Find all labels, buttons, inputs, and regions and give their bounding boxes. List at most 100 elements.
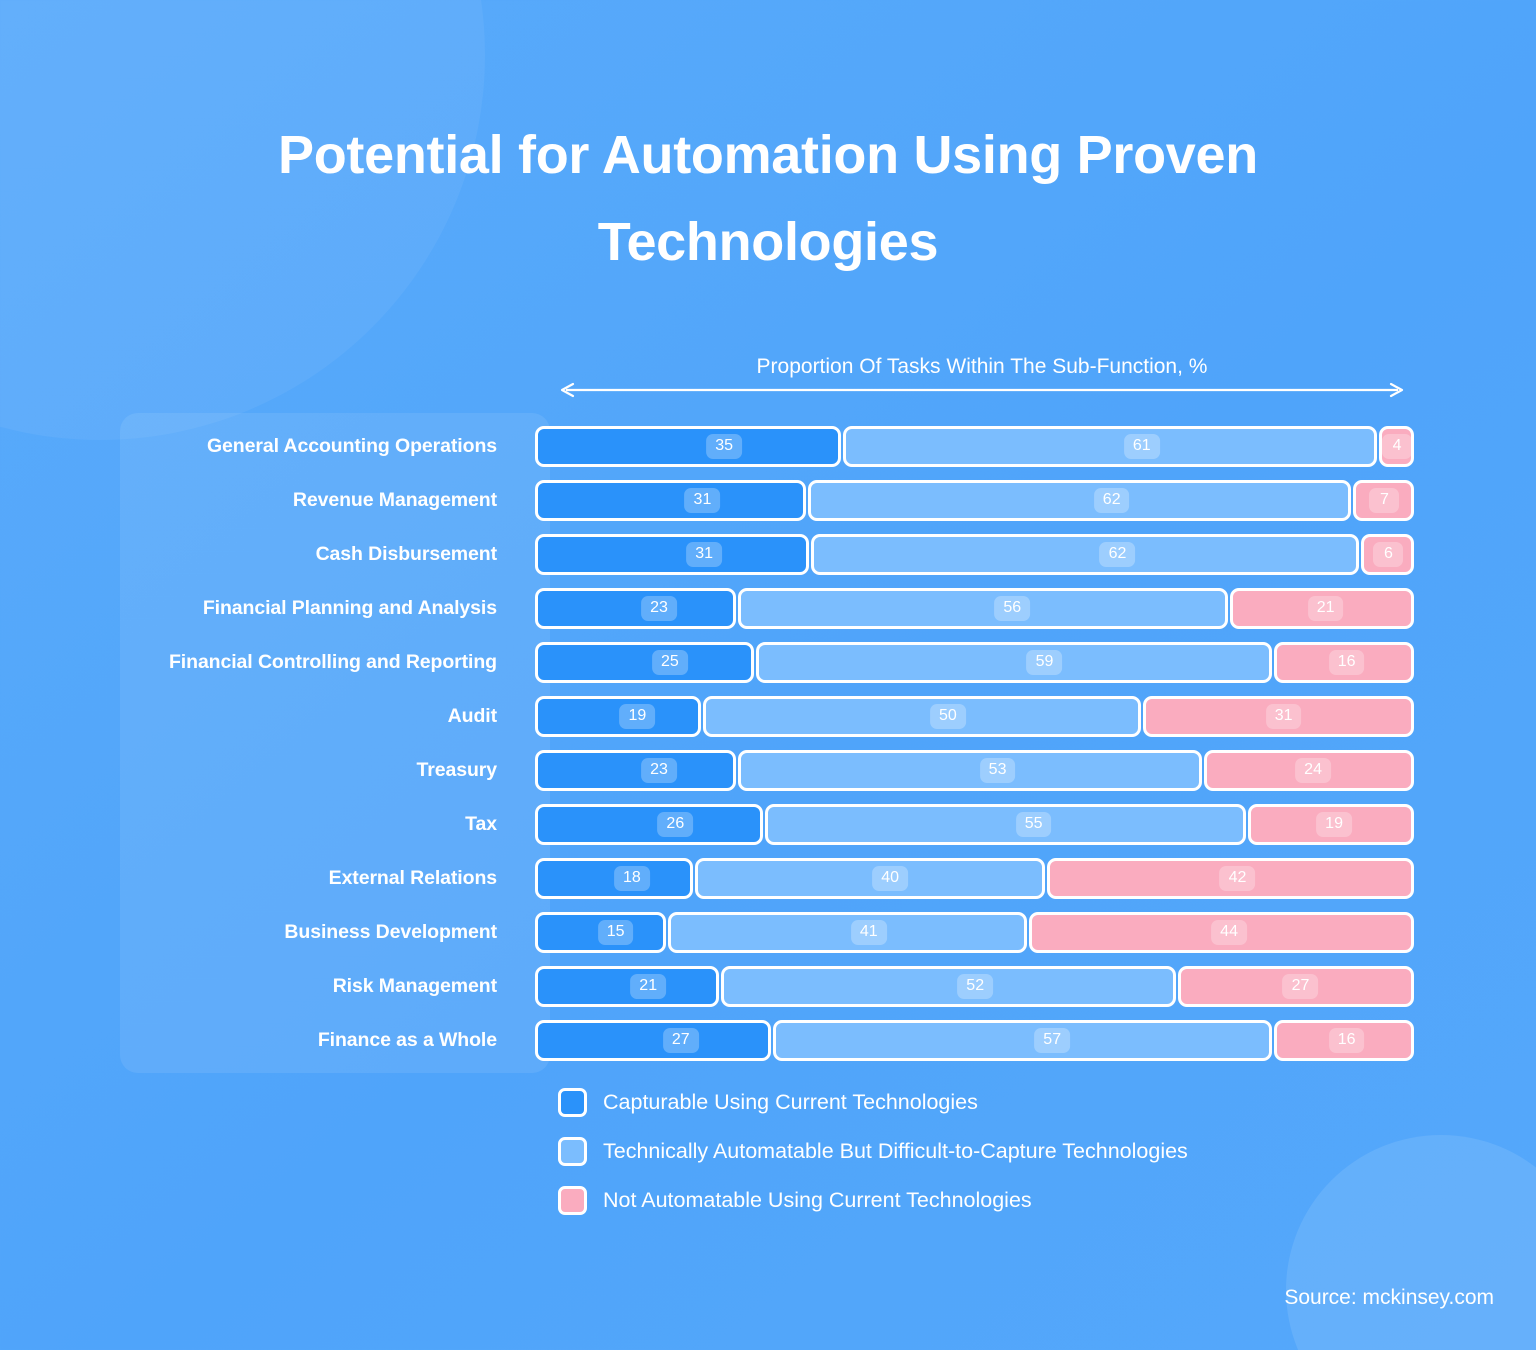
bar-segment-not-automatable: 4 [1379,425,1414,467]
bar-segment-value: 44 [1211,919,1247,945]
bar-segment-not-automatable: 19 [1247,803,1414,845]
bar-segment-capturable: 21 [535,965,719,1007]
category-label: External Relations [328,866,497,889]
legend-swatch-icon [558,1088,587,1117]
bar-segment-difficult: 52 [720,965,1176,1007]
stacked-bar: 23 53 24 [535,749,1414,791]
stacked-bar: 25 59 16 [535,641,1414,683]
stacked-bar: 35 61 4 [535,425,1414,467]
bar-segment-difficult: 40 [694,857,1045,899]
bar-segment-not-automatable: 42 [1046,857,1414,899]
bar-segment-capturable: 25 [535,641,754,683]
bar-segment-not-automatable: 31 [1142,695,1414,737]
stacked-bar: 21 52 27 [535,965,1414,1007]
chart-legend: Capturable Using Current Technologies Tec… [558,1088,1188,1215]
legend-swatch-icon [558,1186,587,1215]
bar-segment-value: 19 [619,703,656,729]
bar-segment-difficult: 41 [668,911,1027,953]
bar-segment-not-automatable: 21 [1230,587,1414,629]
bar-segment-value: 24 [1295,757,1331,783]
bar-segment-value: 56 [994,595,1031,621]
chart-row: Revenue Management 31 62 7 [120,473,1414,527]
bar-segment-not-automatable: 16 [1274,641,1414,683]
legend-item-not_automatable[interactable]: Not Automatable Using Current Technologi… [558,1186,1188,1215]
bar-segment-value: 57 [1034,1027,1071,1053]
chart-row: Financial Controlling and Reporting 25 59 1… [120,635,1414,689]
bar-segment-capturable: 27 [535,1019,772,1061]
bar-segment-difficult: 57 [773,1019,1272,1061]
legend-label: Capturable Using Current Technologies [603,1090,978,1114]
bar-segment-value: 25 [651,649,688,675]
chart-row: Tax 26 55 19 [120,797,1414,851]
category-label: Revenue Management [292,488,497,511]
bar-segment-not-automatable: 24 [1204,749,1414,791]
bar-segment-value: 4 [1382,433,1413,459]
bar-segment-value: 27 [1282,973,1319,999]
category-label-panel [120,413,550,1073]
bar-segment-capturable: 15 [535,911,667,953]
bar-segment-value: 53 [979,757,1016,783]
category-label: Financial Controlling and Reporting [169,650,497,673]
bar-segment-capturable: 35 [535,425,842,467]
chart-row: Audit 19 50 31 [120,689,1414,743]
bar-segment-capturable: 23 [535,749,737,791]
stacked-bar: 31 62 7 [535,479,1414,521]
category-label: Risk Management [332,974,497,997]
bar-segment-value: 31 [686,541,723,567]
legend-item-capturable[interactable]: Capturable Using Current Technologies [558,1088,1188,1117]
bar-segment-value: 42 [1219,865,1256,891]
bar-segment-value: 55 [1015,811,1052,837]
bar-segment-capturable: 31 [535,479,807,521]
bar-segment-not-automatable: 44 [1029,911,1414,953]
bar-segment-value: 61 [1123,433,1160,459]
bar-segment-value: 41 [850,919,887,945]
bar-segment-value: 50 [929,703,966,729]
bar-segment-value: 16 [1328,1027,1365,1053]
stacked-bar: 15 41 44 [535,911,1414,953]
bar-segment-value: 31 [684,487,721,513]
legend-label: Technically Automatable But Difficult-to… [603,1139,1188,1163]
bar-segment-value: 31 [1265,703,1302,729]
bar-segment-value: 18 [614,865,650,891]
bar-segment-value: 21 [1307,595,1344,621]
category-label: Tax [465,812,497,835]
chart-row: External Relations 18 40 42 [120,851,1414,905]
chart-row: Treasury 23 53 24 [120,743,1414,797]
bar-segment-value: 16 [1328,649,1365,675]
category-label: Financial Planning and Analysis [202,596,497,619]
bar-segment-difficult: 62 [808,479,1351,521]
category-label: Finance as a Whole [317,1028,497,1051]
chart-row: Business Development 15 41 44 [120,905,1414,959]
stacked-bar: 27 57 16 [535,1019,1414,1061]
bar-segment-difficult: 55 [764,803,1246,845]
category-label: Business Development [284,920,497,943]
axis-caption: Proportion Of Tasks Within The Sub-Funct… [756,355,1208,378]
stacked-bar: 26 55 19 [535,803,1414,845]
bar-segment-value: 59 [1026,649,1063,675]
bar-segment-value: 6 [1373,541,1404,567]
bar-segment-difficult: 50 [703,695,1141,737]
bar-segment-difficult: 56 [738,587,1229,629]
stacked-bar-chart: General Accounting Operations 35 61 4 Revenu… [120,413,1414,1073]
axis-arrow-icon [560,382,1404,398]
chart-row: Finance as a Whole 27 57 16 [120,1013,1414,1067]
chart-row: Risk Management 21 52 27 [120,959,1414,1013]
stacked-bar: 18 40 42 [535,857,1414,899]
source-attribution: Source: mckinsey.com [1284,1286,1494,1309]
bar-segment-value: 15 [597,919,634,945]
chart-row: General Accounting Operations 35 61 4 [120,419,1414,473]
legend-item-difficult[interactable]: Technically Automatable But Difficult-to… [558,1137,1188,1166]
category-label: Treasury [416,758,497,781]
category-label: General Accounting Operations [206,434,497,457]
bar-segment-value: 7 [1369,487,1400,513]
bar-segment-value: 23 [641,757,677,783]
bar-segment-value: 62 [1099,541,1136,567]
bar-segment-value: 23 [641,595,677,621]
stacked-bar: 23 56 21 [535,587,1414,629]
bar-segment-value: 27 [662,1027,699,1053]
page-title: Potential for Automation Using Proven Te… [278,125,1258,273]
chart-row: Financial Planning and Analysis 23 56 21 [120,581,1414,635]
chart-row: Cash Disbursement 31 62 6 [120,527,1414,581]
bar-segment-capturable: 23 [535,587,737,629]
bar-segment-capturable: 19 [535,695,702,737]
